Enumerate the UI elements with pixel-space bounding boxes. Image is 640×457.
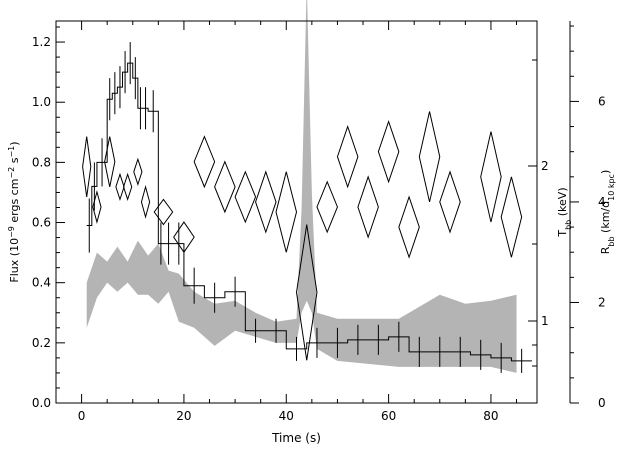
left-y-axis-label: Flux (10−9 ergs cm−2 s−1): [7, 141, 22, 282]
tbb-axis-label-part: T: [556, 230, 569, 238]
rbb-tick-label: 6: [598, 94, 606, 108]
left-y-axis-label-part: ergs cm: [8, 179, 21, 227]
left-y-tick-label: 1.0: [32, 95, 51, 109]
left-y-axis-label-part: −9: [7, 226, 16, 238]
rbb-diamond: [500, 176, 523, 258]
rbb-diamond: [336, 124, 359, 189]
rbb-diamond: [295, 224, 318, 361]
x-axis-label: Time (s): [271, 431, 321, 445]
left-y-tick-label: 1.2: [32, 35, 51, 49]
rbb-axis-label-part: (km/d: [599, 201, 612, 237]
rbb-diamond: [104, 136, 116, 187]
plot-frame: [55, 20, 538, 404]
rbb-diamond: [234, 170, 257, 224]
left-y-axis-label-part: Flux (10: [8, 238, 21, 283]
flux-step-layer: [86, 42, 532, 373]
rbb-diamond-layer: [82, 111, 523, 361]
tbb-axis-label-part: (keV): [556, 187, 569, 219]
x-tick-label: 40: [279, 409, 294, 423]
rbb-diamond: [140, 184, 151, 219]
x-tick-label: 80: [483, 409, 498, 423]
left-y-axis-label-part: ): [8, 141, 21, 145]
x-tick-label: 0: [78, 409, 86, 423]
left-y-axis-label-part: −2: [7, 167, 16, 179]
tbb-axis-label-part: bb: [564, 220, 573, 230]
rbb-diamond: [133, 157, 143, 186]
rbb-axis-label-part: ): [599, 170, 612, 174]
left-y-tick-label: 0.2: [32, 336, 51, 350]
tbb-axis-label: Tbb (keV): [556, 187, 573, 237]
rbb-tick-label: 4: [598, 195, 606, 209]
kt-confidence-band: [86, 0, 517, 373]
x-tick-label: 20: [176, 409, 191, 423]
rbb-diamond: [153, 198, 174, 226]
rbb-axis-label-part: 10 kpc: [607, 174, 616, 201]
rbb-diamond: [255, 170, 277, 234]
rbb-axis-label: Rbb (km/d10 kpc): [599, 170, 616, 255]
rbb-diamond: [92, 189, 102, 224]
rbb-diamond: [480, 131, 502, 223]
rbb-diamond: [357, 175, 379, 239]
left-y-axis-label-part: s: [8, 157, 21, 166]
rbb-diamond: [193, 135, 216, 189]
x-tick-label: 60: [381, 409, 396, 423]
rbb-diamond: [377, 119, 400, 184]
rbb-diamond: [439, 170, 461, 234]
rbb-axis-label-part: bb: [607, 236, 616, 246]
rbb-diamond: [316, 180, 338, 234]
kt-band-layer: [86, 0, 517, 373]
left-y-tick-label: 0.4: [32, 276, 51, 290]
tbb-tick-label: 2: [541, 159, 549, 173]
left-y-tick-label: 0.0: [32, 396, 51, 410]
tbb-tick-label: 1: [541, 314, 549, 328]
left-y-tick-label: 0.6: [32, 216, 51, 230]
rbb-diamond: [123, 172, 133, 202]
rbb-diamond: [275, 171, 298, 253]
left-y-tick-label: 0.8: [32, 155, 51, 169]
left-y-axis-label-part: −1: [7, 146, 16, 158]
rbb-tick-label: 2: [598, 295, 606, 309]
rbb-tick-label: 0: [598, 396, 606, 410]
rbb-diamond: [115, 172, 125, 202]
rbb-diamond: [418, 111, 441, 203]
rbb-axis-label-part: R: [599, 246, 612, 254]
rbb-diamond: [214, 160, 236, 214]
rbb-diamond: [398, 195, 420, 259]
rbb-diamond: [82, 136, 92, 197]
rbb-diamond: [173, 221, 195, 254]
